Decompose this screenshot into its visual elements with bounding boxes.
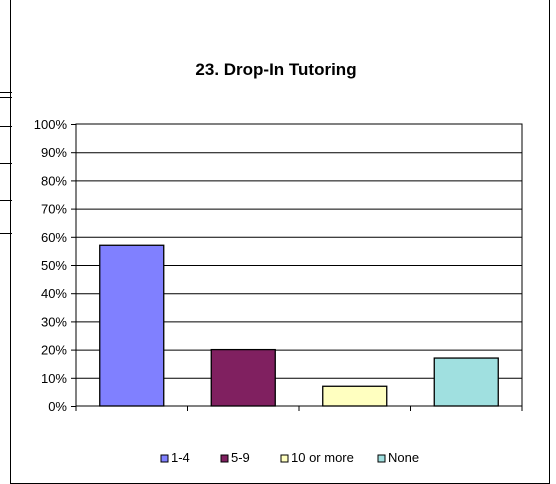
y-tick-label: 80% (41, 173, 67, 188)
bars (99, 244, 499, 407)
y-tick-label: 90% (41, 145, 67, 160)
bar-1-4 (99, 244, 165, 407)
edge-mark (0, 126, 12, 127)
y-tick-label: 10% (41, 371, 67, 386)
legend-swatch (280, 454, 289, 463)
legend-label: 1-4 (171, 450, 190, 465)
legend: 1-4 5-9 10 or more None (160, 450, 419, 465)
chart-title: 23. Drop-In Tutoring (195, 60, 356, 79)
edge-mark (0, 92, 12, 93)
y-tick-label: 20% (41, 343, 67, 358)
edge-mark (0, 163, 12, 164)
y-tick-label: 100% (34, 117, 68, 132)
y-tick-label: 0% (48, 399, 67, 414)
bar-None (433, 357, 499, 407)
y-tick-label: 50% (41, 258, 67, 273)
y-tick-label: 60% (41, 230, 67, 245)
y-tick-label: 70% (41, 202, 67, 217)
legend-label: None (388, 450, 419, 465)
legend-swatch (220, 454, 229, 463)
legend-label: 10 or more (291, 450, 354, 465)
y-tick-label: 30% (41, 314, 67, 329)
edge-mark (0, 233, 12, 234)
edge-mark (0, 200, 12, 201)
legend-swatch (160, 454, 169, 463)
bar-5-9 (210, 348, 276, 407)
legend-swatch (377, 454, 386, 463)
legend-label: 5-9 (231, 450, 250, 465)
y-tick-label: 40% (41, 286, 67, 301)
edge-mark (0, 97, 12, 98)
bar-10-or-more (322, 385, 388, 407)
y-axis: 0% 10% 20% 30% 40% 50% 60% 70% 80% 90% 100% (34, 117, 523, 414)
